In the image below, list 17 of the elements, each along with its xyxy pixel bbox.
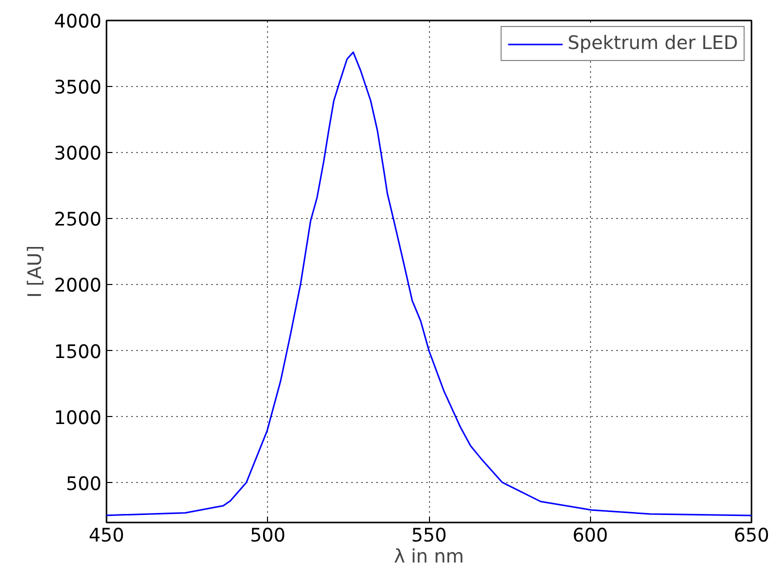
line-series	[106, 51, 752, 516]
y-axis-title: I [AU]	[25, 245, 46, 298]
y-tick-label: 2000	[54, 276, 102, 297]
y-tick-label: 3500	[54, 78, 102, 99]
x-tick-label: 650	[734, 526, 770, 546]
x-tick-label: 500	[250, 526, 286, 546]
y-tick-label: 1000	[54, 408, 102, 429]
x-tick-label: 450	[88, 526, 124, 546]
y-tick-label: 1500	[54, 342, 102, 363]
x-tick-label: 600	[572, 526, 608, 546]
x-axis-title: λ in nm	[394, 546, 464, 568]
legend-label: Spektrum der LED	[568, 33, 738, 54]
y-tick-label: 3000	[54, 144, 102, 165]
y-tick-label: 2500	[54, 210, 102, 231]
x-tick-label: 550	[411, 526, 447, 546]
y-tick-label: 500	[66, 474, 102, 495]
y-tick-label: 4000	[54, 12, 102, 32]
